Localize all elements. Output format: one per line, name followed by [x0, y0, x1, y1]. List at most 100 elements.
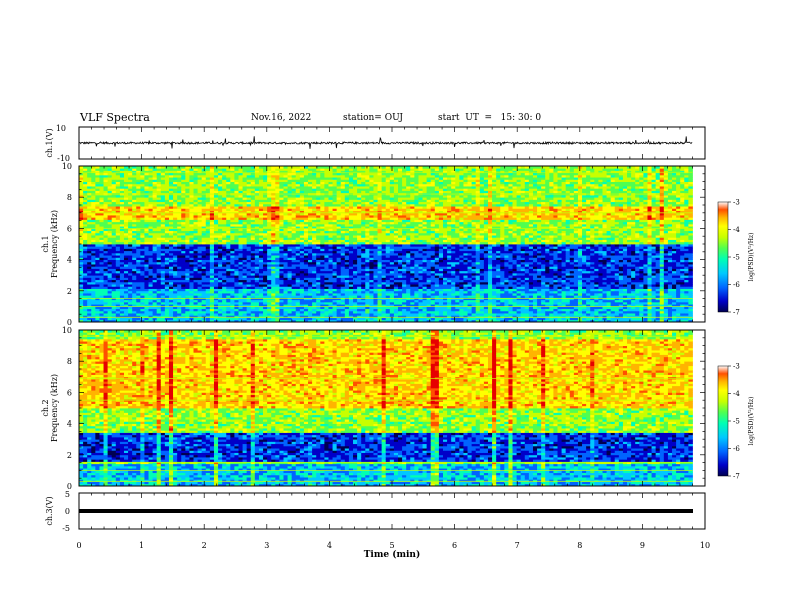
heatmap-cell: [336, 306, 342, 310]
heatmap-cell: [295, 272, 301, 276]
heatmap-cell: [230, 170, 235, 174]
heatmap-cell: [160, 212, 166, 216]
heatmap-cell: [279, 181, 284, 185]
heatmap-cell: [287, 217, 293, 220]
heatmap-cell: [168, 230, 174, 234]
heatmap-cell: [320, 168, 325, 171]
heatmap-cell: [87, 317, 92, 321]
heatmap-cell: [164, 284, 170, 287]
heatmap-cell: [320, 264, 325, 267]
heatmap-cell: [340, 272, 346, 276]
heatmap-cell: [140, 270, 145, 274]
heatmap-cell: [173, 301, 178, 305]
heatmap-cell: [218, 212, 223, 216]
heatmap-cell: [316, 241, 321, 245]
heatmap-cell: [238, 252, 243, 256]
heatmap-cell: [213, 299, 219, 303]
heatmap-cell: [173, 313, 178, 316]
heatmap-cell: [218, 179, 223, 182]
heatmap-cell: [83, 270, 88, 274]
heatmap-cell: [152, 293, 158, 296]
heatmap-cell: [213, 179, 219, 182]
heatmap-cell: [308, 301, 313, 305]
heatmap-cell: [107, 257, 113, 260]
heatmap-cell: [95, 232, 100, 236]
heatmap-cell: [144, 308, 149, 312]
heatmap-cell: [312, 230, 317, 234]
heatmap-cell: [340, 319, 346, 322]
heatmap-cell: [242, 226, 248, 229]
heatmap-cell: [332, 313, 338, 316]
heatmap-cell: [303, 183, 309, 187]
heatmap-cell: [79, 206, 84, 209]
heatmap-cell: [316, 306, 321, 310]
heatmap-cell: [156, 266, 162, 269]
heatmap-cell: [193, 208, 199, 211]
heatmap-cell: [357, 277, 362, 281]
heatmap-cell: [332, 281, 338, 285]
heatmap-cell: [197, 317, 203, 321]
heatmap-cell: [128, 304, 133, 307]
heatmap-cell: [201, 290, 207, 294]
heatmap-cell: [340, 166, 346, 169]
heatmap-cell: [283, 281, 288, 285]
heatmap-cell: [353, 261, 358, 265]
heatmap-cell: [283, 223, 288, 227]
heatmap-cell: [348, 284, 354, 287]
heatmap-cell: [115, 315, 121, 318]
heatmap-cell: [103, 317, 109, 321]
heatmap-cell: [295, 308, 301, 312]
heatmap-cell: [173, 237, 178, 240]
heatmap-cell: [164, 264, 170, 267]
heatmap-cell: [144, 261, 149, 265]
heatmap-cell: [348, 223, 354, 227]
heatmap-cell: [107, 212, 113, 216]
heatmap-cell: [324, 170, 329, 174]
heatmap-cell: [275, 279, 280, 283]
heatmap-cell: [140, 199, 145, 203]
heatmap-cell: [295, 313, 301, 316]
heatmap-cell: [242, 203, 248, 207]
heatmap-cell: [267, 317, 272, 321]
heatmap-cell: [279, 241, 284, 245]
heatmap-cell: [156, 188, 162, 191]
heatmap-cell: [83, 319, 88, 322]
heatmap-cell: [123, 319, 129, 322]
heatmap-cell: [140, 293, 145, 296]
heatmap-cell: [340, 215, 346, 218]
heatmap-cell: [283, 181, 288, 185]
heatmap-cell: [87, 264, 92, 267]
heatmap-cell: [295, 197, 301, 200]
heatmap-cell: [275, 217, 280, 220]
heatmap-cell: [348, 235, 354, 238]
heatmap-cell: [308, 230, 313, 234]
heatmap-cell: [164, 261, 170, 265]
heatmap-cell: [336, 257, 342, 260]
heatmap-cell: [189, 281, 194, 285]
heatmap-cell: [230, 295, 235, 298]
heatmap-cell: [303, 230, 309, 234]
heatmap-cell: [79, 306, 84, 310]
heatmap-cell: [353, 241, 358, 245]
heatmap-cell: [348, 317, 354, 321]
heatmap-cell: [156, 304, 162, 307]
heatmap-cell: [95, 246, 100, 249]
heatmap-cell: [164, 217, 170, 220]
heatmap-cell: [177, 230, 182, 234]
heatmap-cell: [168, 277, 174, 281]
heatmap-cell: [132, 290, 137, 294]
heatmap-cell: [234, 264, 239, 267]
heatmap-cell: [222, 181, 227, 185]
heatmap-cell: [185, 288, 190, 292]
heatmap-cell: [303, 199, 309, 203]
heatmap-cell: [328, 188, 333, 191]
heatmap-cell: [119, 319, 125, 322]
heatmap-cell: [185, 293, 190, 296]
heatmap-cell: [83, 186, 88, 189]
heatmap-cell: [205, 237, 211, 240]
heatmap-cell: [242, 246, 248, 249]
heatmap-cell: [99, 219, 104, 223]
heatmap-cell: [332, 241, 338, 245]
heatmap-cell: [197, 177, 203, 180]
heatmap-cell: [238, 228, 243, 232]
